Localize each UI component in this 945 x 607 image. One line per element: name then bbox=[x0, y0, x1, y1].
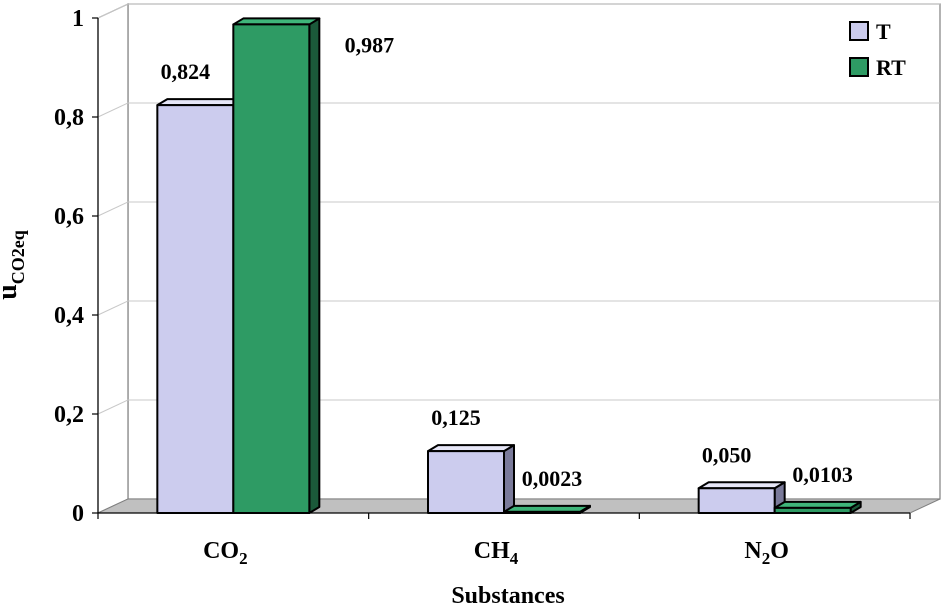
x-tick-label: CH4 bbox=[474, 538, 519, 568]
bar-front bbox=[503, 510, 581, 515]
data-label: 0,050 bbox=[702, 442, 752, 467]
bar-side bbox=[503, 444, 515, 514]
gridline-side bbox=[97, 399, 129, 415]
data-label: 0,824 bbox=[161, 59, 211, 84]
data-label: 0,0023 bbox=[522, 466, 583, 491]
bar bbox=[232, 17, 321, 515]
bar bbox=[773, 500, 862, 514]
bar-front bbox=[773, 506, 852, 514]
bar bbox=[427, 444, 515, 514]
bar bbox=[156, 98, 245, 515]
legend-label: RT bbox=[876, 55, 906, 80]
bars bbox=[156, 17, 862, 515]
data-label: 0,987 bbox=[345, 32, 395, 57]
y-tick-label: 0 bbox=[72, 501, 84, 527]
legend: T RT bbox=[849, 19, 906, 80]
y-tick-label: 0,8 bbox=[54, 105, 84, 131]
bar-front bbox=[697, 487, 776, 514]
data-label: 0,125 bbox=[431, 405, 481, 430]
y-tick-label: 1 bbox=[72, 6, 84, 32]
gridline-side bbox=[97, 102, 129, 118]
y-axis-title-sub: CO2eq bbox=[8, 230, 28, 284]
side-wall bbox=[97, 3, 129, 514]
y-tick-label: 0,2 bbox=[54, 402, 84, 428]
bar-front bbox=[156, 104, 235, 515]
legend-swatch bbox=[849, 21, 869, 41]
gridline-side bbox=[97, 201, 129, 217]
bar-front bbox=[427, 450, 505, 514]
bar bbox=[503, 504, 591, 515]
x-tick-label: N2O bbox=[744, 538, 789, 568]
bar bbox=[697, 481, 786, 514]
gridline-side bbox=[97, 300, 129, 316]
data-label: 0,0103 bbox=[792, 462, 853, 487]
x-tick-label: CO2 bbox=[203, 538, 247, 568]
bar-side bbox=[308, 17, 321, 514]
y-axis-title-base: u bbox=[0, 284, 23, 300]
y-tick-label: 0,6 bbox=[54, 204, 84, 230]
y-tick-label: 0,4 bbox=[54, 303, 84, 329]
legend-swatch bbox=[849, 57, 869, 77]
x-axis-title: Substances bbox=[451, 583, 564, 607]
y-axis-title: uCO2eq bbox=[0, 230, 28, 300]
bar-front bbox=[232, 23, 311, 515]
legend-label: T bbox=[876, 19, 891, 44]
data-labels: 0,824 0,987 0,125 0,0023 0,050 0,0103 bbox=[161, 32, 853, 490]
gridline-side bbox=[97, 3, 129, 19]
